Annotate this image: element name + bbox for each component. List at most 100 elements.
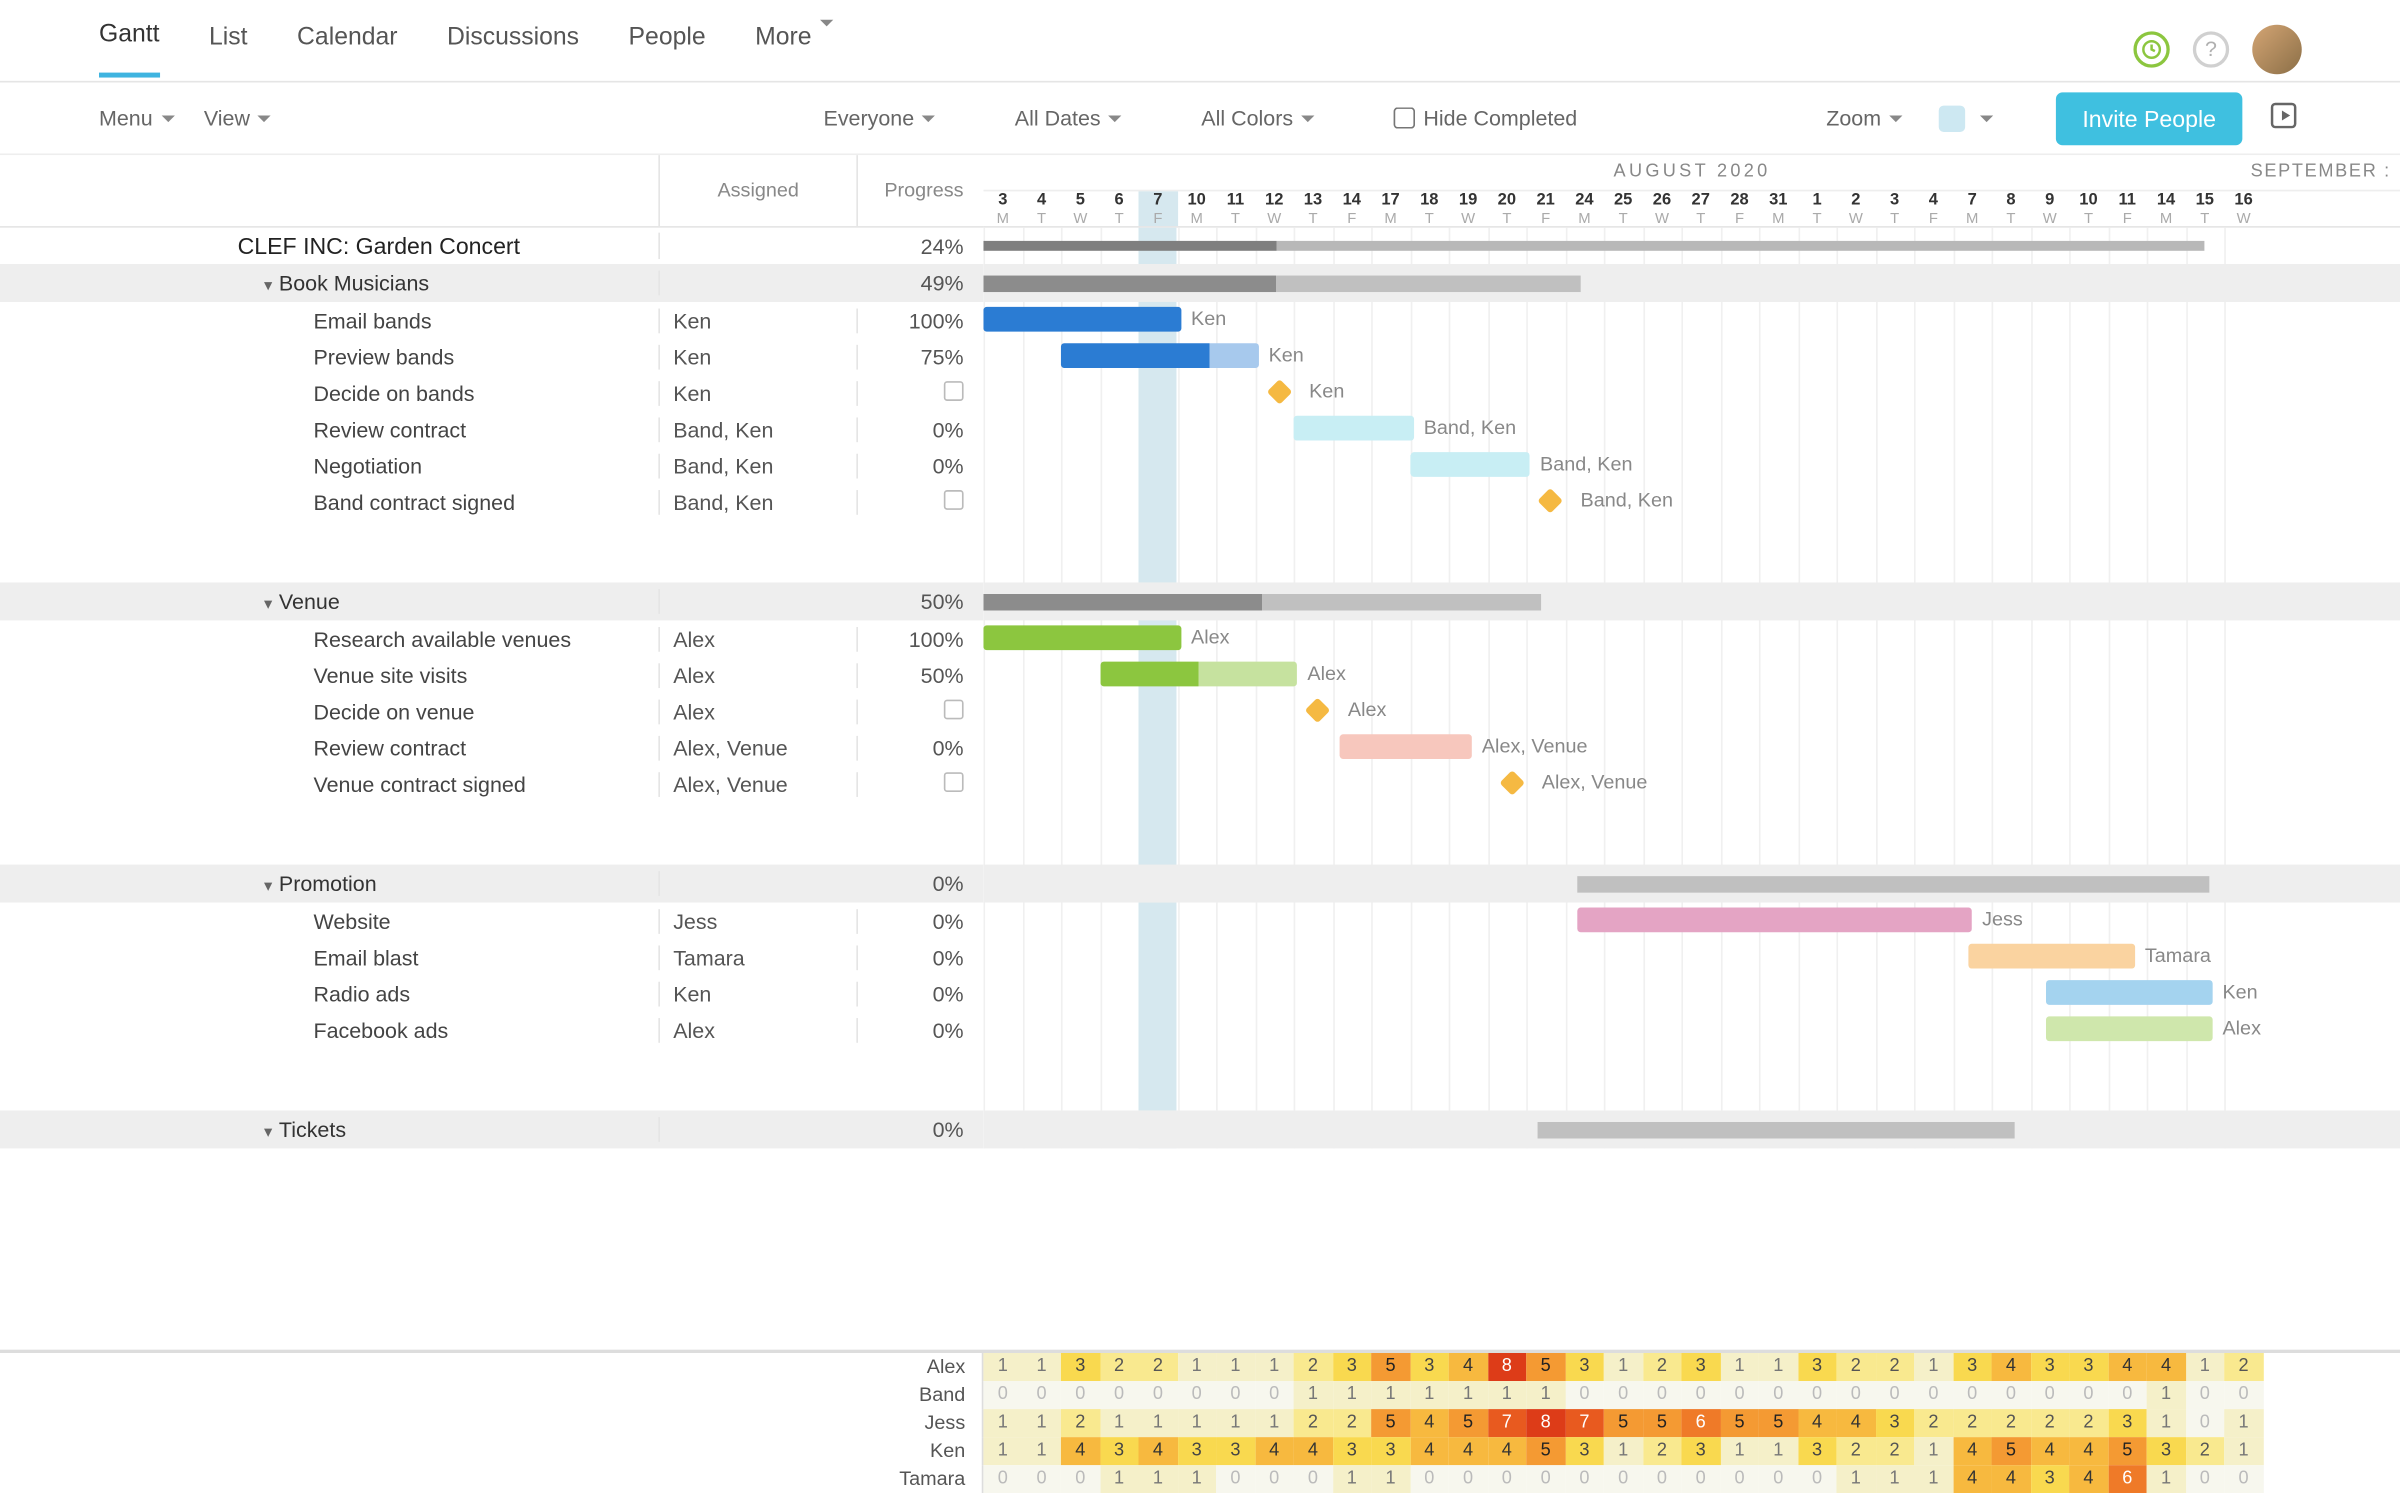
help-icon[interactable]: ? — [2193, 31, 2229, 67]
hide-completed-checkbox[interactable]: Hide Completed — [1394, 106, 1578, 131]
gantt-bar[interactable] — [1410, 452, 1530, 477]
milestone-diamond[interactable] — [1267, 379, 1293, 405]
task-row[interactable]: Decide on bandsKen — [0, 375, 983, 411]
workload-cell: 3 — [1953, 1353, 1992, 1381]
workload-cell: 0 — [1061, 1465, 1100, 1493]
everyone-dropdown[interactable]: Everyone — [824, 106, 936, 131]
task-row[interactable]: Decide on venueAlex — [0, 693, 983, 729]
workload-cell: 5 — [1526, 1437, 1565, 1465]
task-row[interactable]: Review contractBand, Ken0% — [0, 411, 983, 447]
progress-checkbox[interactable] — [944, 771, 964, 791]
milestone-diamond[interactable] — [1499, 770, 1525, 796]
task-row[interactable]: Tickets0% — [0, 1110, 983, 1148]
task-row[interactable]: WebsiteJess0% — [0, 903, 983, 939]
workload-cell: 4 — [1836, 1409, 1875, 1437]
avatar[interactable] — [2252, 24, 2302, 73]
progress-checkbox[interactable] — [944, 699, 964, 719]
task-row[interactable]: Promotion0% — [0, 865, 983, 903]
task-row[interactable]: Radio adsKen0% — [0, 975, 983, 1011]
gantt-bar[interactable] — [983, 594, 1541, 611]
workload-cell: 1 — [1526, 1381, 1565, 1409]
task-row[interactable]: Email bandsKen100% — [0, 302, 983, 338]
workload-cell: 1 — [2224, 1437, 2263, 1465]
nav-tab-discussions[interactable]: Discussions — [447, 22, 579, 75]
day-column: 25T — [1604, 191, 1643, 226]
gantt-bar[interactable] — [1968, 944, 2135, 969]
workload-cell: 3 — [1681, 1353, 1720, 1381]
task-row[interactable]: Facebook adsAlex0% — [0, 1011, 983, 1047]
zoom-color-dropdown[interactable] — [1972, 111, 1993, 124]
gantt-bar[interactable] — [1100, 662, 1298, 687]
workload-cell: 4 — [1487, 1437, 1526, 1465]
colors-dropdown[interactable]: All Colors — [1201, 106, 1314, 131]
gantt-bar[interactable] — [1538, 1122, 2015, 1139]
workload-cell: 3 — [2069, 1353, 2108, 1381]
workload-cell: 3 — [1565, 1437, 1604, 1465]
menu-dropdown[interactable]: Menu — [99, 106, 174, 131]
workload-cell: 3 — [1875, 1409, 1914, 1437]
gantt-bar[interactable] — [1577, 908, 1972, 933]
workload-cell: 1 — [2147, 1381, 2186, 1409]
progress-checkbox[interactable] — [944, 489, 964, 509]
view-dropdown[interactable]: View — [204, 106, 272, 131]
task-row[interactable]: Email blastTamara0% — [0, 939, 983, 975]
workload-cell: 0 — [2069, 1381, 2108, 1409]
nav-tab-gantt[interactable]: Gantt — [99, 20, 160, 78]
day-column: 21F — [1526, 191, 1565, 226]
workload-person: Band — [0, 1381, 983, 1409]
workload-cell: 2 — [1914, 1409, 1953, 1437]
workload-cell: 2 — [1643, 1353, 1682, 1381]
task-row[interactable]: CLEF INC: Garden Concert24% — [0, 228, 983, 264]
milestone-diamond[interactable] — [1305, 697, 1331, 723]
nav-tab-list[interactable]: List — [209, 22, 248, 75]
nav-tab-calendar[interactable]: Calendar — [297, 22, 397, 75]
task-row[interactable]: NegotiationBand, Ken0% — [0, 447, 983, 483]
day-column: 28F — [1720, 191, 1759, 226]
clock-icon[interactable] — [2133, 31, 2169, 67]
workload-cell: 2 — [1875, 1353, 1914, 1381]
zoom-dropdown[interactable]: Zoom — [1826, 106, 1902, 131]
color-swatch[interactable] — [1939, 105, 1965, 131]
task-row[interactable]: Venue site visitsAlex50% — [0, 657, 983, 693]
gantt-bar[interactable] — [983, 625, 1181, 650]
workload-cell: 0 — [1643, 1465, 1682, 1493]
bar-label: Ken — [2222, 980, 2257, 1003]
gantt-bar[interactable] — [2046, 980, 2213, 1005]
workload-cell: 4 — [1449, 1437, 1488, 1465]
gantt-bar[interactable] — [2046, 1016, 2213, 1041]
gantt-bar[interactable] — [1340, 734, 1472, 759]
task-row[interactable]: Venue50% — [0, 582, 983, 620]
progress-checkbox[interactable] — [944, 380, 964, 400]
workload-cell: 1 — [1332, 1465, 1371, 1493]
workload-cell: 3 — [1798, 1353, 1837, 1381]
workload-cell: 0 — [983, 1465, 1022, 1493]
dates-dropdown[interactable]: All Dates — [1015, 106, 1122, 131]
task-row[interactable]: Preview bandsKen75% — [0, 338, 983, 374]
task-row[interactable]: Band contract signedBand, Ken — [0, 483, 983, 519]
gantt-bar[interactable] — [1061, 343, 1259, 368]
workload-cell: 0 — [2108, 1381, 2147, 1409]
nav-tab-people[interactable]: People — [629, 22, 706, 75]
gantt-bar[interactable] — [983, 276, 1580, 293]
task-row[interactable]: Review contractAlex, Venue0% — [0, 729, 983, 765]
task-row[interactable]: Research available venuesAlex100% — [0, 620, 983, 656]
workload-cell: 2 — [1294, 1353, 1333, 1381]
invite-people-button[interactable]: Invite People — [2056, 92, 2242, 145]
play-panel-icon[interactable] — [2269, 99, 2302, 137]
gantt-bar[interactable] — [1294, 416, 1414, 441]
workload-person: Alex — [0, 1353, 983, 1381]
gantt-bar[interactable] — [983, 241, 2204, 251]
gantt-bar[interactable] — [983, 307, 1181, 332]
task-row[interactable]: Book Musicians49% — [0, 264, 983, 302]
workload-cell: 1 — [983, 1353, 1022, 1381]
day-column: 3T — [1875, 191, 1914, 226]
workload-cell: 0 — [1914, 1381, 1953, 1409]
workload-row: Ken114343344334445312311322145445321 — [0, 1437, 2400, 1465]
workload-row: Alex113221112353485312311322134334412 — [0, 1353, 2400, 1381]
gantt-bar[interactable] — [1577, 876, 2209, 893]
day-column: 11F — [2108, 191, 2147, 226]
task-row[interactable]: Venue contract signedAlex, Venue — [0, 766, 983, 802]
milestone-diamond[interactable] — [1538, 488, 1564, 514]
workload-cell: 4 — [2147, 1353, 2186, 1381]
nav-tab-more[interactable]: More — [755, 22, 833, 75]
